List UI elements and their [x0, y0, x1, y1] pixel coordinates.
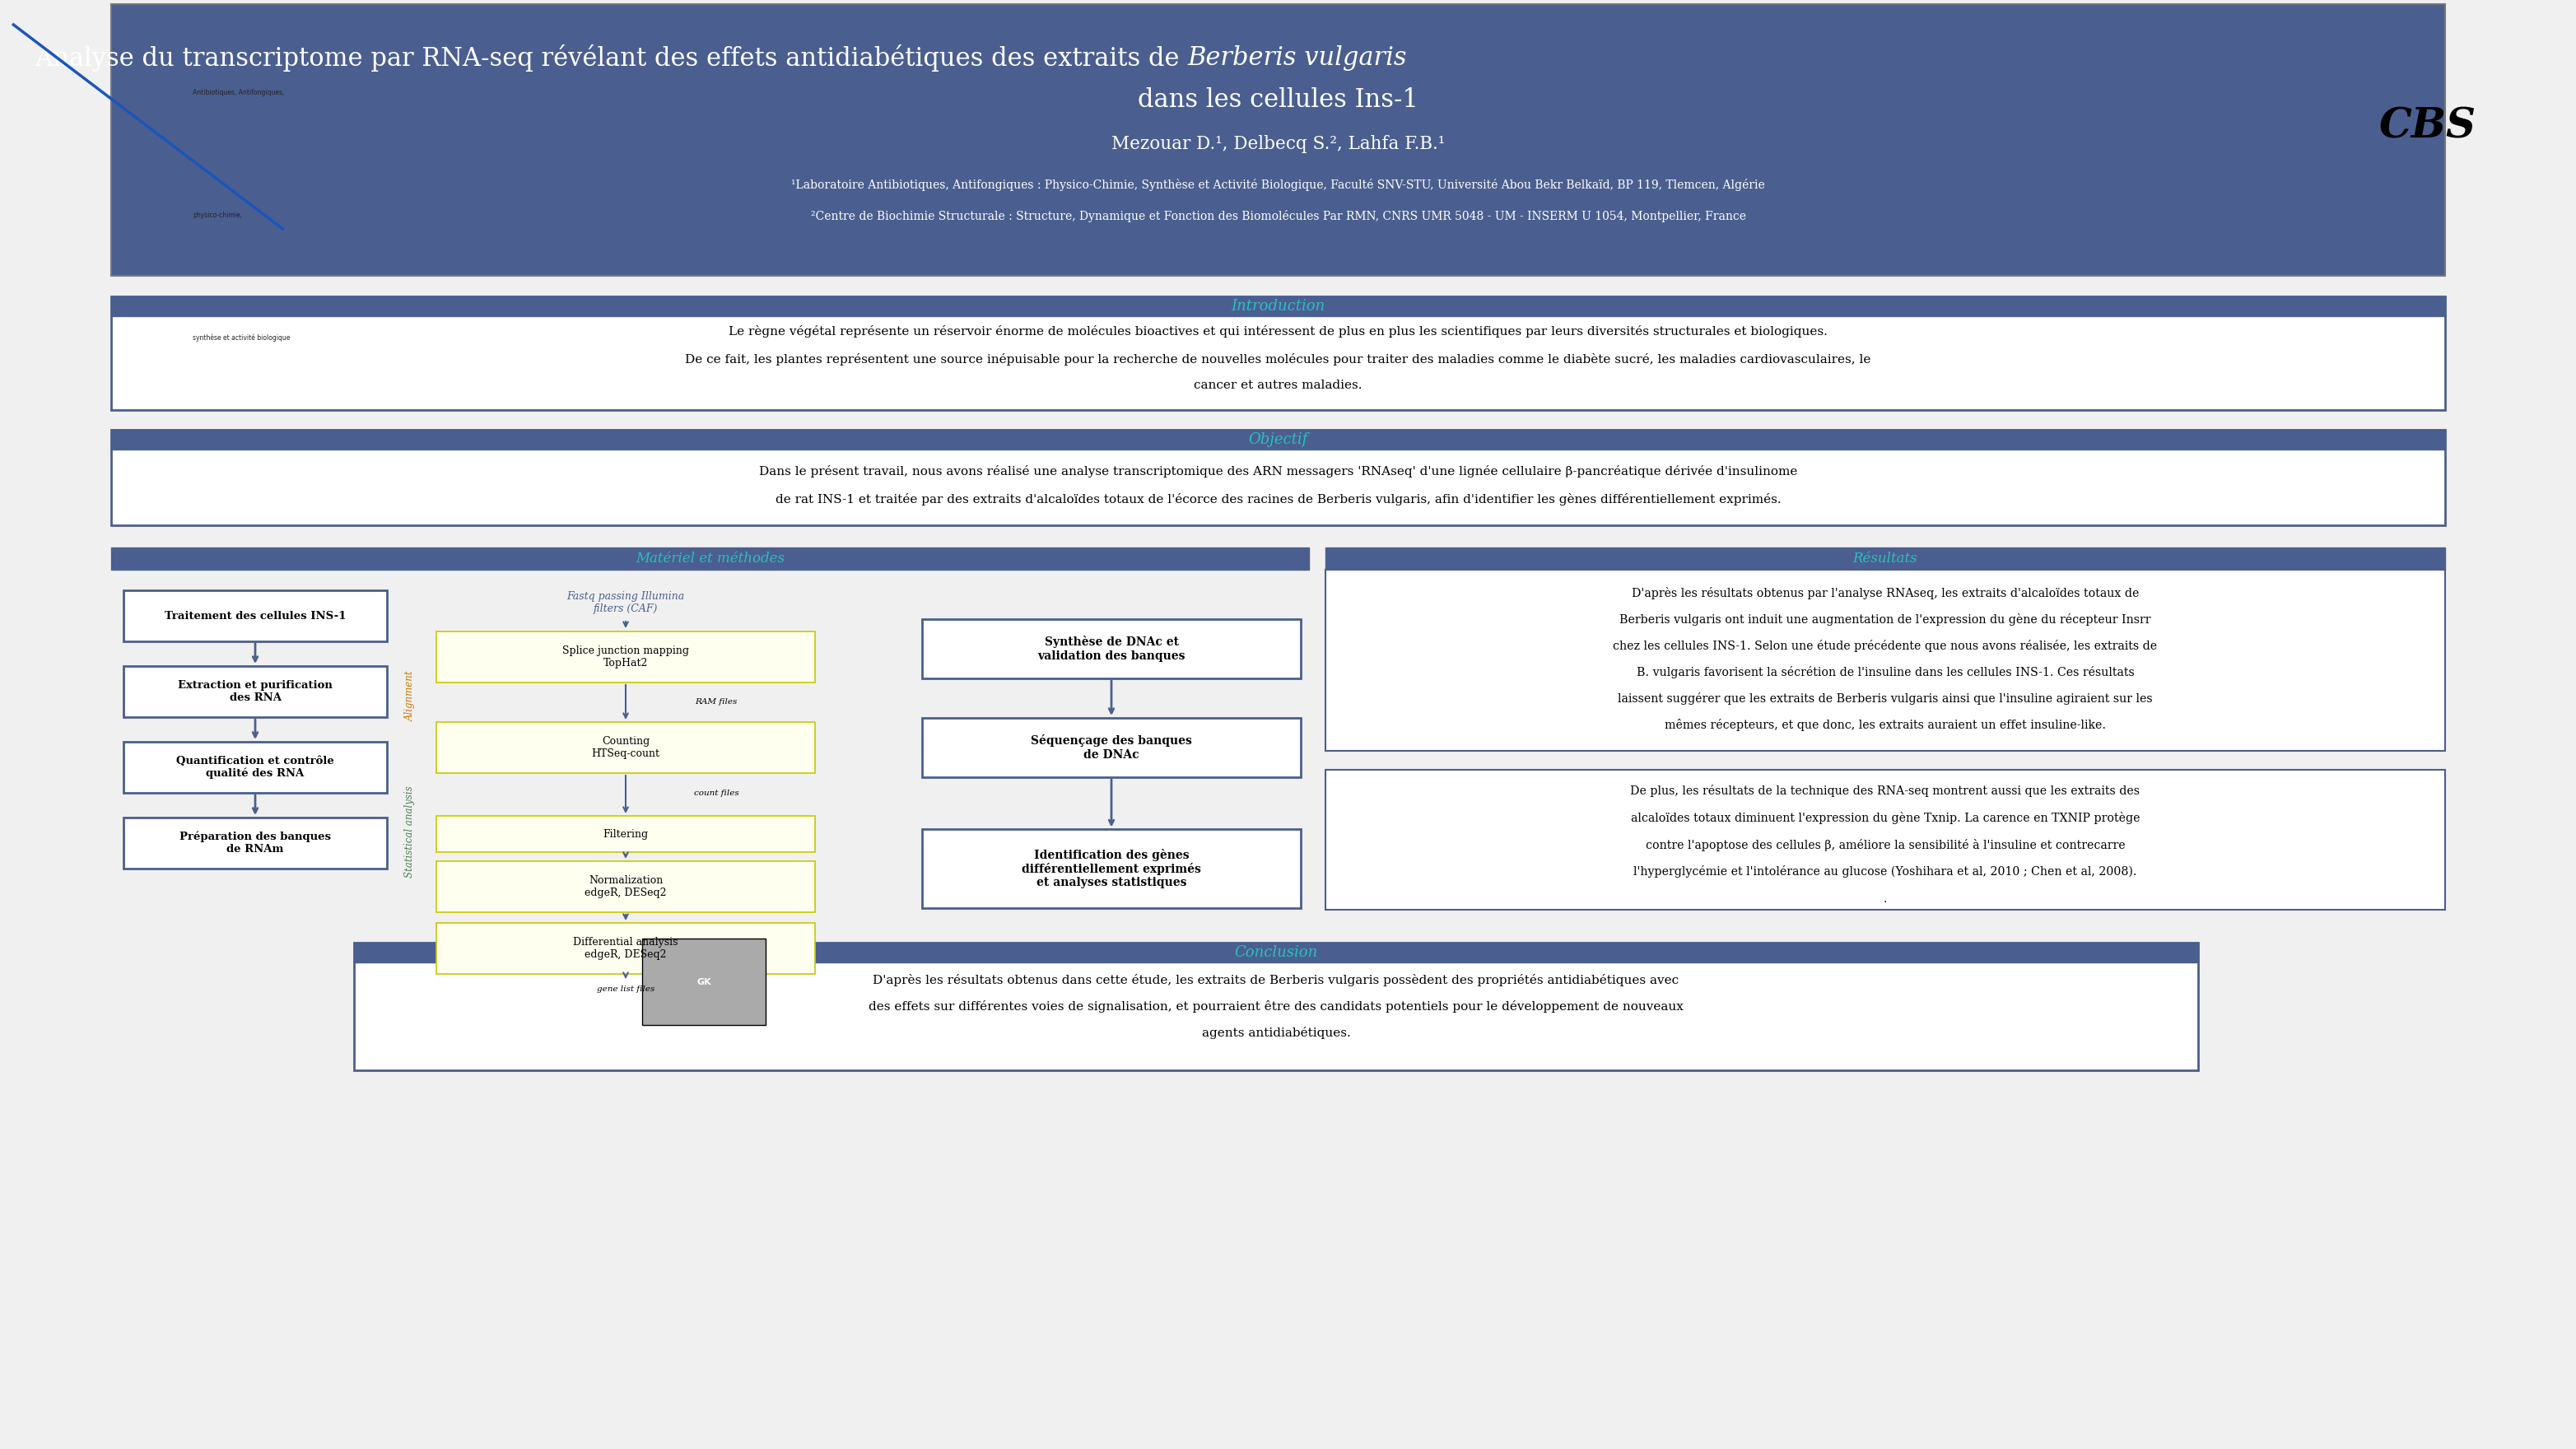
- Text: Berberis vulgaris: Berberis vulgaris: [1188, 45, 1406, 71]
- Text: GK: GK: [696, 978, 711, 987]
- Text: contre l'apoptose des cellules β, améliore la sensibilité à l'insuline et contre: contre l'apoptose des cellules β, amélio…: [1646, 839, 2125, 851]
- Text: Synthèse de DNAc et
validation des banques: Synthèse de DNAc et validation des banqu…: [1038, 636, 1185, 662]
- Text: De plus, les résultats de la technique des RNA-seq montrent aussi que les extrai: De plus, les résultats de la technique d…: [1631, 784, 2141, 797]
- Text: Fastq passing Illumina
filters (CAF): Fastq passing Illumina filters (CAF): [567, 591, 685, 614]
- FancyBboxPatch shape: [111, 548, 1309, 569]
- Text: ¹Laboratoire Antibiotiques, Antifongiques : Physico-Chimie, Synthèse et Activité: ¹Laboratoire Antibiotiques, Antifongique…: [791, 180, 1765, 191]
- Text: CBS: CBS: [2378, 107, 2476, 146]
- Text: Le règne végétal représente un réservoir énorme de molécules bioactives et qui i: Le règne végétal représente un réservoir…: [729, 325, 1826, 338]
- FancyBboxPatch shape: [111, 430, 2445, 449]
- Text: D'après les résultats obtenus par l'analyse RNAseq, les extraits d'alcaloïdes to: D'après les résultats obtenus par l'anal…: [1631, 587, 2138, 598]
- Text: dans les cellules Ins-1: dans les cellules Ins-1: [1139, 88, 1419, 113]
- Text: Normalization
edgeR, DESeq2: Normalization edgeR, DESeq2: [585, 875, 667, 898]
- Text: Differential analysis
edgeR, DESeq2: Differential analysis edgeR, DESeq2: [574, 938, 677, 959]
- Text: B. vulgaris favorisent la sécrétion de l'insuline dans les cellules INS-1. Ces r: B. vulgaris favorisent la sécrétion de l…: [1636, 665, 2133, 678]
- Text: count files: count files: [693, 790, 739, 797]
- FancyBboxPatch shape: [111, 297, 2445, 316]
- Text: Résultats: Résultats: [1852, 552, 1917, 565]
- FancyBboxPatch shape: [922, 717, 1301, 777]
- Text: Splice junction mapping
TopHat2: Splice junction mapping TopHat2: [562, 645, 688, 668]
- Text: gene list files: gene list files: [598, 985, 654, 994]
- FancyBboxPatch shape: [124, 590, 386, 642]
- FancyBboxPatch shape: [1327, 569, 2445, 751]
- Text: Introduction: Introduction: [1231, 298, 1324, 313]
- Text: Conclusion: Conclusion: [1234, 945, 1319, 959]
- Text: des effets sur différentes voies de signalisation, et pourraient être des candid: des effets sur différentes voies de sign…: [868, 1000, 1685, 1013]
- Text: cancer et autres maladies.: cancer et autres maladies.: [1193, 380, 1363, 391]
- Text: Mezouar D.¹, Delbecq S.², Lahfa F.B.¹: Mezouar D.¹, Delbecq S.², Lahfa F.B.¹: [1110, 135, 1445, 154]
- Text: de rat INS-1 et traitée par des extraits d'alcaloïdes totaux de l'écorce des rac: de rat INS-1 et traitée par des extraits…: [775, 493, 1780, 506]
- FancyBboxPatch shape: [435, 861, 814, 913]
- FancyBboxPatch shape: [922, 619, 1301, 678]
- Text: D'après les résultats obtenus dans cette étude, les extraits de Berberis vulgari: D'après les résultats obtenus dans cette…: [873, 974, 1680, 985]
- Text: Dans le présent travail, nous avons réalisé une analyse transcriptomique des ARN: Dans le présent travail, nous avons réal…: [760, 465, 1798, 477]
- Text: laissent suggérer que les extraits de Berberis vulgaris ainsi que l'insuline agi: laissent suggérer que les extraits de Be…: [1618, 693, 2154, 704]
- Text: l'hyperglycémie et l'intolérance au glucose (Yoshihara et al, 2010 ; Chen et al,: l'hyperglycémie et l'intolérance au gluc…: [1633, 865, 2138, 878]
- FancyBboxPatch shape: [435, 722, 814, 774]
- FancyBboxPatch shape: [922, 829, 1301, 907]
- FancyBboxPatch shape: [124, 667, 386, 717]
- Text: synthèse et activité biologique: synthèse et activité biologique: [193, 333, 291, 342]
- FancyBboxPatch shape: [435, 923, 814, 974]
- Text: Quantification et contrôle
qualité des RNA: Quantification et contrôle qualité des R…: [175, 755, 335, 780]
- FancyBboxPatch shape: [111, 4, 2445, 275]
- Text: agents antidiabétiques.: agents antidiabétiques.: [1200, 1026, 1350, 1039]
- FancyBboxPatch shape: [435, 816, 814, 852]
- Text: ²Centre de Biochimie Structurale : Structure, Dynamique et Fonction des Biomoléc: ²Centre de Biochimie Structurale : Struc…: [811, 210, 1747, 222]
- Text: Berberis vulgaris ont induit une augmentation de l'expression du gène du récepte: Berberis vulgaris ont induit une augment…: [1620, 613, 2151, 626]
- FancyBboxPatch shape: [111, 297, 2445, 410]
- Text: Identification des gènes
différentiellement exprimés
et analyses statistiques: Identification des gènes différentiellem…: [1023, 849, 1200, 888]
- FancyBboxPatch shape: [111, 430, 2445, 525]
- Text: De ce fait, les plantes représentent une source inépuisable pour la recherche de: De ce fait, les plantes représentent une…: [685, 352, 1870, 365]
- Text: mêmes récepteurs, et que donc, les extraits auraient un effet insuline-like.: mêmes récepteurs, et que donc, les extra…: [1664, 719, 2107, 730]
- FancyBboxPatch shape: [1327, 548, 2445, 569]
- Text: Séquençage des banques
de DNAc: Séquençage des banques de DNAc: [1030, 735, 1193, 761]
- Text: Préparation des banques
de RNAm: Préparation des banques de RNAm: [180, 832, 330, 855]
- FancyBboxPatch shape: [124, 817, 386, 868]
- Text: Statistical analysis: Statistical analysis: [404, 785, 415, 878]
- Text: Alignment: Alignment: [404, 671, 415, 722]
- Text: Extraction et purification
des RNA: Extraction et purification des RNA: [178, 680, 332, 703]
- FancyBboxPatch shape: [124, 742, 386, 793]
- Text: chez les cellules INS-1. Selon une étude précédente que nous avons réalisée, les: chez les cellules INS-1. Selon une étude…: [1613, 639, 2159, 652]
- Text: alcaloïdes totaux diminuent l'expression du gène Txnip. La carence en TXNIP prot: alcaloïdes totaux diminuent l'expression…: [1631, 811, 2141, 823]
- FancyBboxPatch shape: [1327, 769, 2445, 910]
- Text: Antibiotiques, Antifongiques,: Antibiotiques, Antifongiques,: [193, 88, 286, 97]
- Text: Analyse du transcriptome par RNA-seq révélant des effets antidiabétiques des ext: Analyse du transcriptome par RNA-seq rév…: [33, 43, 1180, 71]
- Text: Traitement des cellules INS-1: Traitement des cellules INS-1: [165, 610, 345, 622]
- Text: physico-chimie,: physico-chimie,: [193, 212, 242, 219]
- FancyBboxPatch shape: [435, 632, 814, 682]
- Text: RAM files: RAM files: [696, 698, 737, 706]
- Text: Counting
HTSeq-count: Counting HTSeq-count: [592, 736, 659, 759]
- Text: .: .: [1883, 893, 1888, 904]
- Text: Objectif: Objectif: [1249, 432, 1309, 448]
- Text: Matériel et méthodes: Matériel et méthodes: [636, 552, 786, 565]
- FancyBboxPatch shape: [353, 943, 2197, 962]
- FancyBboxPatch shape: [353, 943, 2197, 1071]
- FancyBboxPatch shape: [641, 939, 765, 1024]
- Text: Filtering: Filtering: [603, 829, 649, 839]
